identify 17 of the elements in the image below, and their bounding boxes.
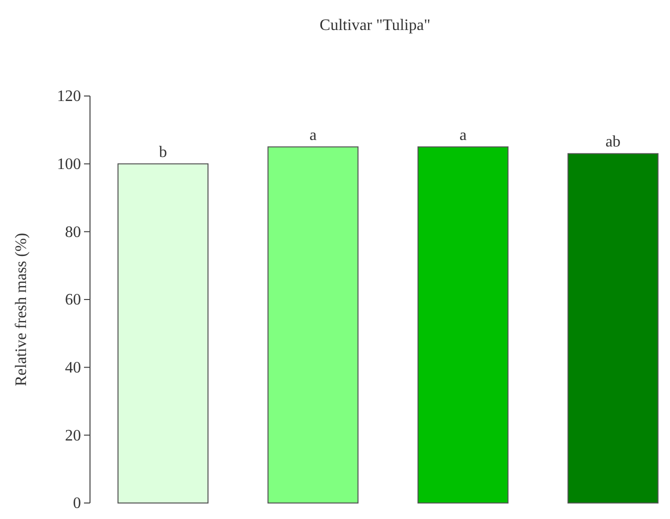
data-label: ab — [605, 134, 621, 151]
y-axis-title: Relative fresh mass (%) — [13, 232, 30, 386]
bar — [568, 153, 658, 504]
data-label: a — [309, 126, 317, 144]
y-tick-label: 100 — [57, 156, 81, 173]
y-tick-label: 0 — [73, 495, 81, 512]
y-tick-label: 120 — [57, 88, 81, 106]
chart-title: Cultivar "Tulipa" — [320, 17, 430, 34]
y-tick-label: 20 — [65, 427, 81, 444]
data-label: a — [459, 126, 467, 144]
bar — [118, 163, 208, 504]
y-tick-label: 60 — [65, 292, 81, 309]
bar — [418, 146, 508, 504]
bar — [268, 146, 358, 504]
y-tick-label: 40 — [65, 359, 81, 376]
data-label: b — [159, 144, 167, 161]
y-tick-label: 80 — [65, 224, 81, 241]
